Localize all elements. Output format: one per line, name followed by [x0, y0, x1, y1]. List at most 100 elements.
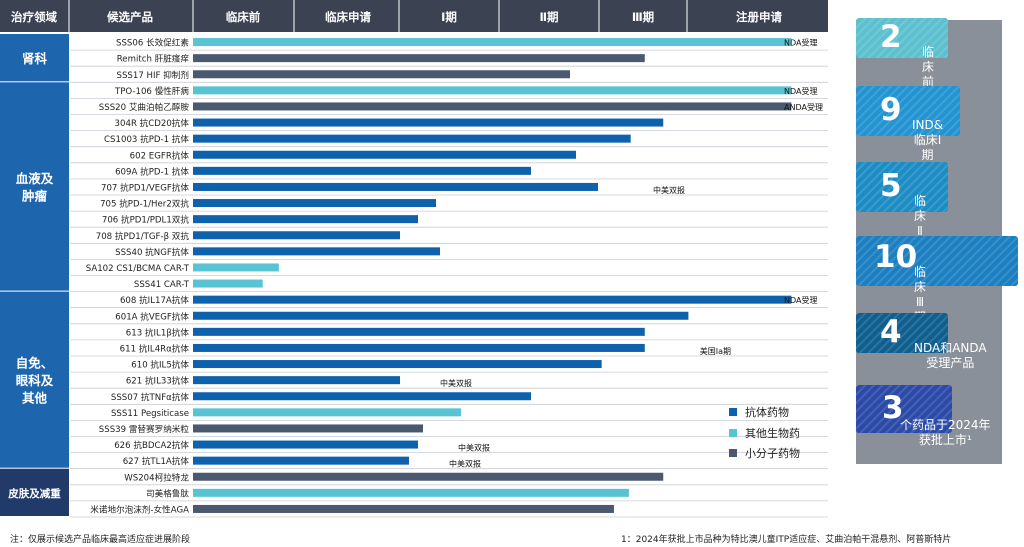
progress-bar	[193, 279, 263, 288]
header-product: 候选产品	[107, 10, 153, 24]
progress-bar	[193, 456, 409, 465]
legend-swatch-small-molecule	[729, 449, 737, 457]
stat-phase1-number: 9	[880, 92, 902, 128]
pipeline-row: SSS07 抗TNFα抗体	[70, 391, 828, 405]
status-annotation: NDA受理	[784, 38, 817, 48]
product-label: SSS07 抗TNFα抗体	[111, 391, 190, 403]
progress-bar	[193, 118, 664, 127]
stat-preclinical-box	[856, 18, 948, 58]
product-label: SSS06 长效促红素	[116, 37, 189, 49]
pipeline-row: 626 抗BDCA2抗体 中美双报	[70, 439, 828, 454]
area-label: 肾科	[22, 51, 48, 66]
progress-bar	[193, 134, 631, 143]
progress-bar	[193, 376, 400, 385]
progress-bar	[193, 247, 440, 256]
pipeline-row: 司美格鲁肽	[70, 487, 828, 502]
status-annotation: ANDA受理	[784, 102, 823, 112]
area-label: 其他	[22, 390, 48, 405]
progress-bar	[193, 38, 792, 47]
pipeline-row: 610 抗IL5抗体	[70, 359, 828, 373]
header-phase-ind: 临床申请	[325, 10, 371, 24]
progress-bar	[193, 343, 645, 352]
stat-phase2-number: 5	[880, 168, 902, 204]
progress-bar	[193, 424, 423, 433]
header-phase-2: Ⅱ期	[539, 10, 558, 24]
pipeline-row: Remitch 肝脏瘙痒	[70, 53, 828, 67]
product-label: SSS17 HIF 抑制剂	[117, 69, 190, 81]
product-label: 613 抗IL1β抗体	[126, 326, 190, 338]
area-label: 眼科及	[16, 373, 54, 388]
product-label: 司美格鲁肽	[146, 487, 189, 499]
pipeline-row: 613 抗IL1β抗体	[70, 326, 828, 341]
legend-swatch-biologic	[729, 429, 737, 437]
pipeline-row: 621 抗IL33抗体 中美双报	[70, 375, 828, 389]
legend-swatch-antibody	[729, 408, 737, 416]
header-phase-registration: 注册申请	[736, 10, 782, 24]
product-label: 304R 抗CD20抗体	[115, 117, 190, 129]
product-label: 611 抗IL4Rα抗体	[120, 342, 190, 354]
product-label: SSS20 艾曲泊帕乙醇胺	[99, 101, 190, 113]
stat-approved-label: 个药品于2024年 获批上市¹	[900, 418, 991, 447]
legend-label-biologic: 其他生物药	[745, 426, 800, 440]
product-label: 610 抗IL5抗体	[131, 359, 189, 371]
product-label: 601A 抗VEGF抗体	[115, 310, 189, 322]
stat-phase2-box	[856, 162, 948, 212]
pipeline-row: TPO-106 慢性肝病 NDA受理	[70, 85, 828, 99]
progress-bar	[193, 215, 418, 224]
table-header: 治疗领域 候选产品 临床前 临床申请 Ⅰ期 Ⅱ期 Ⅲ期 注册申请	[0, 0, 828, 32]
product-label: SSS40 抗NGF抗体	[115, 246, 189, 258]
progress-bar	[193, 70, 570, 79]
progress-bar	[193, 263, 279, 272]
status-annotation: 中美双报	[653, 185, 685, 195]
stat-preclinical-number: 2	[880, 19, 902, 55]
pipeline-row: 627 抗TL1A抗体 中美双报	[70, 455, 828, 470]
area-background	[0, 468, 69, 516]
progress-bar	[193, 150, 576, 159]
stat-phase3-number: 10	[874, 239, 918, 275]
product-label: 708 抗PD1/TGF-β 双抗	[96, 230, 190, 242]
status-annotation: 中美双报	[440, 378, 472, 388]
progress-bar	[193, 327, 645, 336]
area-cell: 皮肤及减重	[0, 468, 69, 516]
product-label: CS1003 抗PD-1 抗体	[104, 133, 189, 145]
product-label: 707 抗PD1/VEGF抗体	[101, 181, 189, 193]
progress-bar	[193, 295, 792, 304]
progress-bar	[193, 440, 418, 449]
progress-bar	[193, 360, 602, 369]
area-label: 皮肤及减重	[7, 487, 61, 500]
product-label: 627 抗TL1A抗体	[123, 455, 190, 467]
area-background	[0, 291, 69, 468]
header-phase-preclinical: 临床前	[226, 10, 261, 24]
product-label: SSS39 雷替赛罗纳米粒	[99, 423, 190, 435]
pipeline-row: 609A 抗PD-1 抗体	[70, 165, 828, 180]
header-background	[0, 0, 828, 32]
stat-phase3-box	[856, 236, 1018, 286]
product-label: 705 抗PD-1/Her2双抗	[100, 198, 189, 210]
pipeline-row: 611 抗IL4Rα抗体 美国Ⅰa期	[70, 342, 828, 357]
header-phase-1: Ⅰ期	[441, 10, 457, 24]
stat-preclinical-label: 临床前	[922, 45, 935, 89]
status-annotation: 中美双报	[449, 459, 481, 469]
product-label: 608 抗IL17A抗体	[120, 294, 189, 306]
product-label: 621 抗IL33抗体	[126, 375, 190, 387]
progress-bar	[193, 231, 400, 240]
area-label: 肿瘤	[22, 188, 48, 203]
footnote-right: 1：2024年获批上市品种为特比澳儿童ITP适应症、艾曲泊帕干混悬剂、阿普斯特片	[621, 535, 952, 545]
pipeline-row: SSS06 长效促红素 NDA受理	[70, 37, 828, 51]
pipeline-row: SA102 CS1/BCMA CAR-T	[70, 263, 828, 276]
product-label: SA102 CS1/BCMA CAR-T	[86, 264, 190, 274]
progress-bar	[193, 472, 664, 481]
pipeline-row: SSS17 HIF 抑制剂	[70, 69, 828, 83]
stat-phase1-label: IND&临床Ⅰ期	[912, 118, 944, 162]
product-label: 602 EGFR抗体	[130, 149, 190, 161]
stat-approved-box	[856, 385, 952, 433]
pipeline-chart: 治疗领域 候选产品 临床前 临床申请 Ⅰ期 Ⅱ期 Ⅲ期 注册申请 肾科血液及肿瘤…	[0, 0, 828, 518]
area-label: 自免、	[16, 355, 54, 370]
legend-label-antibody: 抗体药物	[745, 405, 789, 419]
legend: 抗体药物 其他生物药 小分子药物	[729, 405, 800, 460]
phase-grid	[68, 0, 688, 32]
progress-bar	[193, 504, 614, 513]
header-area: 治疗领域	[11, 10, 57, 24]
